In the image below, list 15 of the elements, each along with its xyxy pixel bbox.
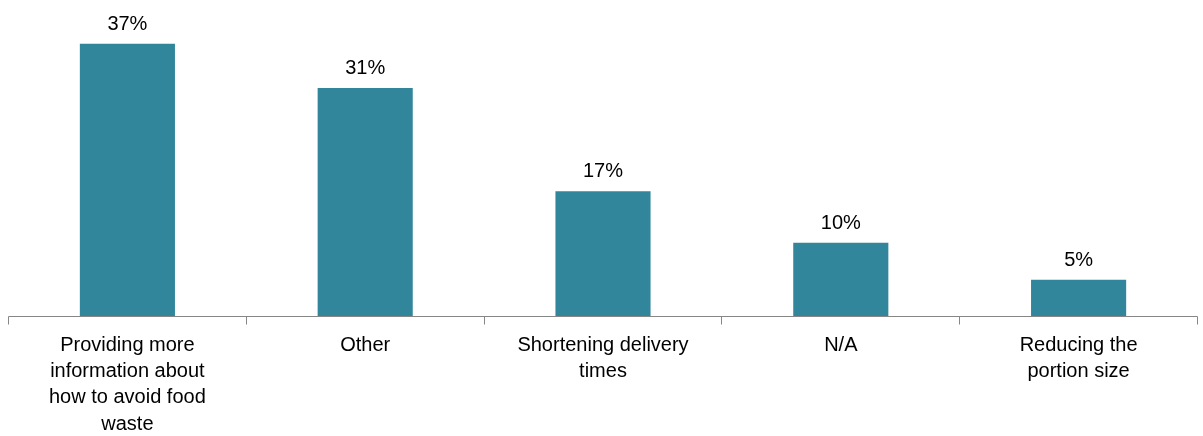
x-tick-label: Reducing the portion size [1019,332,1138,381]
bar [1031,279,1127,317]
data-label: 5% [1064,247,1094,270]
bar [317,87,413,317]
data-label: 17% [582,159,624,182]
bar [555,191,651,317]
bar [79,43,175,317]
x-tick-label: Providing more information about how to avoid food waste [49,332,206,434]
data-label: 37% [107,11,148,34]
data-label: 31% [345,55,386,78]
data-label: 10% [820,210,862,233]
bar [793,242,889,317]
x-tick-label: Other [340,332,391,355]
x-tick-label: Shortening delivery times [517,332,689,381]
x-tick-label: N/A [824,332,859,355]
